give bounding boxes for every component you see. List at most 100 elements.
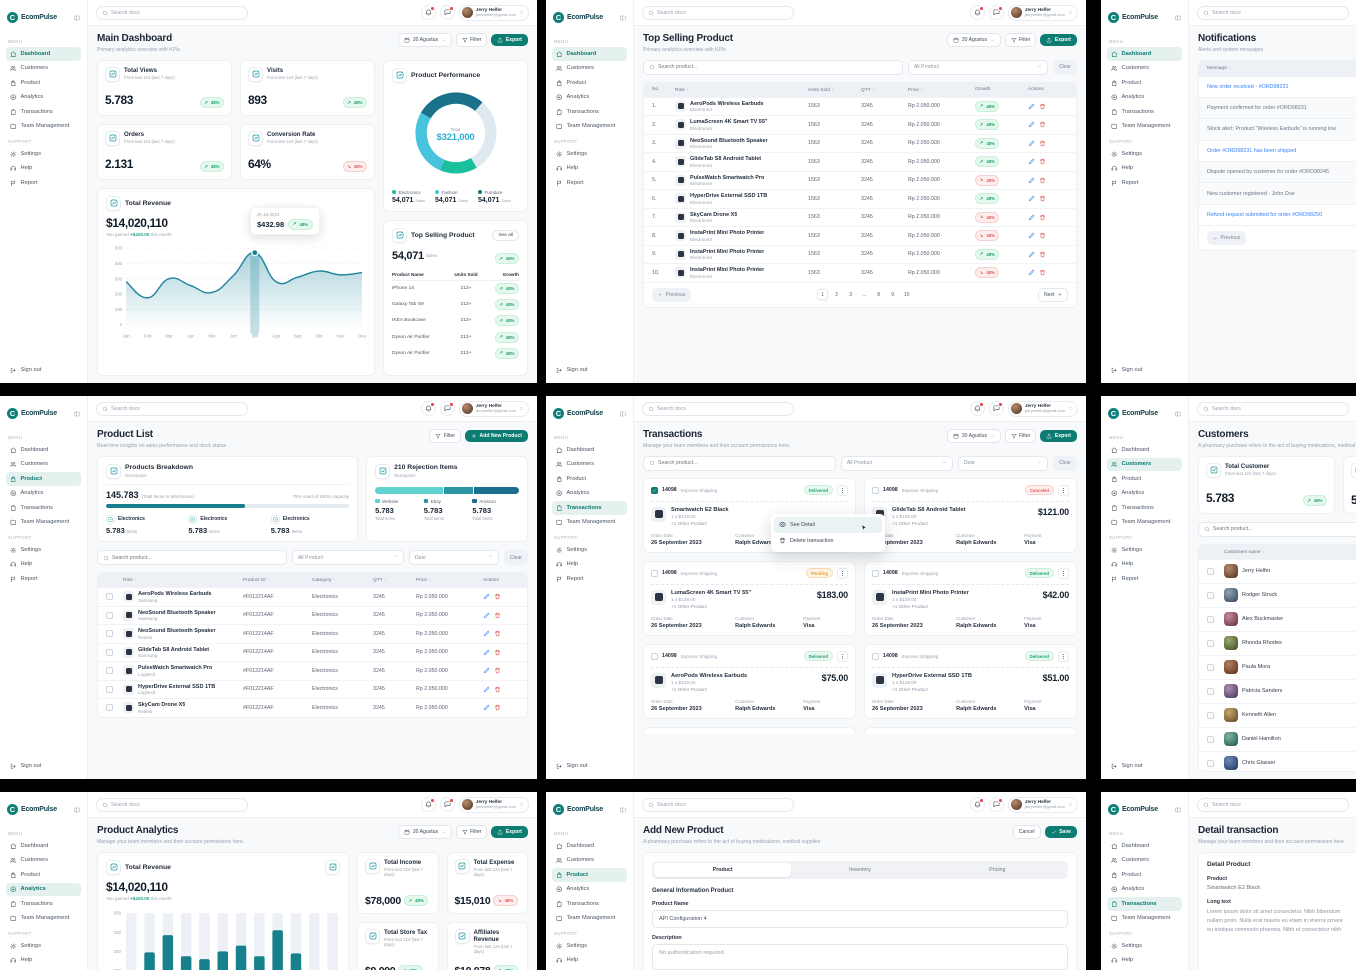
notifications-button[interactable] (420, 5, 436, 20)
sidebar-item-product[interactable]: Product (1107, 472, 1182, 486)
export-button[interactable]: Export (1040, 430, 1077, 442)
edit-icon[interactable] (1028, 121, 1035, 128)
sidebar-item-customers[interactable]: Customers (552, 62, 627, 76)
table-row[interactable]: NeoSound Bluetooth Speaker Samsung #F0122… (98, 605, 527, 625)
kebab-menu-button[interactable] (1058, 567, 1069, 579)
sidebar-item-transactions[interactable]: Transactions (1107, 105, 1182, 119)
table-row[interactable]: 4. GlideTab S8 Android Tablet Electronics… (644, 152, 1076, 171)
previous-page-button[interactable]: Previous (1207, 231, 1247, 246)
sidebar-item-settings[interactable]: Settings (1107, 147, 1182, 161)
notification-row[interactable]: Dispute opened by customer for order #OR… (1199, 161, 1356, 183)
edit-icon[interactable] (1028, 251, 1035, 258)
topbar-search[interactable] (642, 797, 794, 812)
transaction-card[interactable]: 14098 Express Shipping Delivered AeroPods… (643, 643, 856, 719)
collapse-sidebar-button[interactable] (74, 8, 80, 26)
table-row[interactable]: 10. InstaPrint Mini Photo Printer Electro… (644, 263, 1076, 282)
sidebar-item-dashboard[interactable]: Dashboard (552, 47, 627, 61)
notifications-button[interactable] (420, 401, 436, 416)
search-docs-input[interactable] (657, 9, 788, 16)
page-number[interactable]: 3 (849, 291, 853, 298)
checkbox[interactable] (106, 611, 113, 619)
search-product-field[interactable] (643, 455, 836, 471)
date-range-button[interactable]: 20 Agustus (947, 429, 1001, 443)
checkbox[interactable] (1207, 759, 1214, 767)
collapse-sidebar-button[interactable] (1175, 8, 1181, 26)
page-number[interactable]: 9 (891, 291, 895, 298)
delete-icon[interactable] (494, 630, 501, 637)
all-product-select[interactable]: All Product (291, 550, 404, 565)
search-docs-input[interactable] (1212, 405, 1343, 412)
search-product-field[interactable] (1198, 521, 1356, 537)
delete-icon[interactable] (494, 593, 501, 600)
checkbox[interactable] (651, 569, 658, 577)
search-docs-input[interactable] (111, 801, 242, 808)
sidebar-item-product[interactable]: Product (6, 868, 81, 882)
checkbox[interactable] (106, 630, 113, 638)
sidebar-item-team-management[interactable]: Team Management (6, 912, 81, 926)
sign-out-button[interactable]: Sign out (1107, 760, 1182, 774)
sidebar-item-settings[interactable]: Settings (552, 939, 627, 953)
table-row[interactable]: 5. PulseWatch Smartwatch Pro Electronics … (644, 170, 1076, 190)
table-row[interactable]: HyperDrive External SSD 1TB Logitech #F01… (98, 679, 527, 699)
topbar-search[interactable] (96, 797, 248, 812)
table-row[interactable]: 6. HyperDrive External SSD 1TB Electronic… (644, 189, 1076, 208)
messages-button[interactable] (439, 401, 455, 416)
date-range-button[interactable]: 20 Agustus (947, 33, 1001, 47)
clear-button[interactable]: Clear (1052, 455, 1077, 471)
edit-icon[interactable] (1028, 195, 1035, 202)
search-docs-input[interactable] (1212, 801, 1343, 808)
page-number[interactable]: 8 (877, 291, 881, 298)
edit-icon[interactable] (483, 593, 490, 600)
delete-icon[interactable] (1039, 214, 1046, 221)
kebab-menu-button[interactable] (837, 567, 848, 579)
sidebar-item-analytics[interactable]: Analytics (6, 882, 81, 896)
description-input[interactable]: No authentication required. (652, 943, 1068, 970)
export-button[interactable]: Export (491, 34, 528, 46)
sidebar-item-customers[interactable]: Customers (6, 458, 81, 472)
sidebar-item-product[interactable]: Product (552, 472, 627, 486)
sign-out-button[interactable]: Sign out (552, 364, 627, 378)
user-menu[interactable]: Jerry Helfer jerryhelfer@gmail.com (458, 796, 529, 813)
filter-button[interactable]: Filter (1004, 429, 1037, 443)
search-docs-input[interactable] (657, 405, 788, 412)
all-product-select[interactable]: All Product (907, 59, 1048, 75)
expand-icon[interactable] (325, 859, 340, 875)
delete-icon[interactable] (494, 612, 501, 619)
page-number[interactable]: 10 (903, 291, 910, 298)
edit-icon[interactable] (1028, 177, 1035, 184)
search-product-field[interactable] (643, 59, 903, 75)
sidebar-item-team-management[interactable]: Team Management (552, 912, 627, 926)
topbar-search[interactable] (1197, 5, 1349, 20)
messages-button[interactable] (988, 401, 1004, 416)
table-row[interactable]: Rodger Struck 1563 (1199, 582, 1356, 607)
filter-button[interactable]: Filter (455, 825, 488, 839)
checkbox[interactable] (106, 648, 113, 656)
date-select[interactable]: Date (408, 550, 499, 565)
table-row[interactable]: 3. NeoSound Bluetooth Speaker Electronics… (644, 133, 1076, 153)
sidebar-item-help[interactable]: Help (552, 954, 627, 968)
kebab-menu-button[interactable] (837, 484, 848, 496)
sidebar-item-team-management[interactable]: Team Management (552, 516, 627, 530)
sidebar-item-settings[interactable]: Settings (6, 543, 81, 557)
topbar-search[interactable] (1197, 797, 1349, 812)
messages-button[interactable] (439, 797, 455, 812)
topbar-search[interactable] (642, 5, 794, 20)
notification-row[interactable]: Payment confirmed for order #ORD98231 (1199, 96, 1356, 119)
sign-out-button[interactable]: Sign out (1107, 364, 1182, 378)
sidebar-item-analytics[interactable]: Analytics (1107, 487, 1182, 501)
table-row[interactable]: 2. LumaScreen 4K Smart TV 55" Electronics… (644, 115, 1076, 134)
tab-pricing[interactable]: Pricing (989, 866, 1006, 873)
table-row[interactable]: Kenneth Allen 1563 (1199, 702, 1356, 727)
sidebar-item-analytics[interactable]: Analytics (1107, 91, 1182, 105)
sidebar-item-customers[interactable]: Customers (552, 854, 627, 868)
search-product-input[interactable] (658, 460, 830, 466)
see-all-button[interactable]: See all (492, 229, 519, 241)
sidebar-item-team-management[interactable]: Team Management (1107, 516, 1182, 530)
delete-icon[interactable] (1039, 232, 1046, 239)
checkbox[interactable] (106, 704, 113, 712)
sidebar-item-transactions[interactable]: Transactions (6, 105, 81, 119)
date-range-button[interactable]: 20 Agustus (398, 825, 452, 839)
sidebar-item-dashboard[interactable]: Dashboard (552, 839, 627, 853)
sidebar-item-analytics[interactable]: Analytics (6, 487, 81, 501)
sidebar-item-transactions[interactable]: Transactions (1107, 897, 1182, 911)
